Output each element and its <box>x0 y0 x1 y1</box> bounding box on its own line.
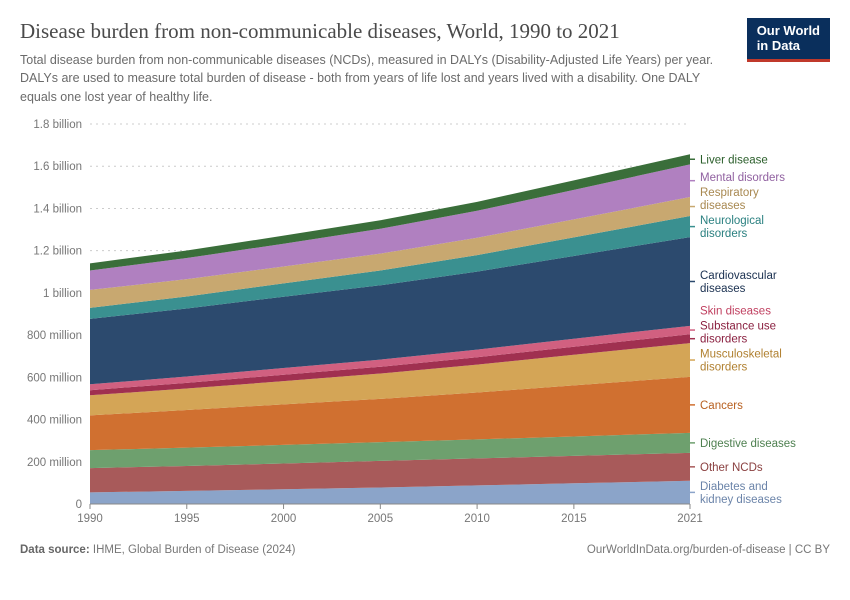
svg-text:200 million: 200 million <box>27 456 82 468</box>
svg-text:Neurological: Neurological <box>700 215 764 227</box>
svg-text:Diabetes and: Diabetes and <box>700 481 768 493</box>
series-label-diabetes_kidney: Diabetes andkidney diseases <box>700 481 782 506</box>
svg-text:2015: 2015 <box>561 513 587 525</box>
svg-text:Substance use: Substance use <box>700 320 776 332</box>
svg-text:1 billion: 1 billion <box>43 288 82 300</box>
stacked-area-chart: 0 200 million 400 million 600 million 800 mi… <box>20 114 830 534</box>
footer: Data source: IHME, Global Burden of Dise… <box>20 544 830 556</box>
svg-text:Liver disease: Liver disease <box>700 154 768 166</box>
source-label: Data source: <box>20 544 90 556</box>
svg-text:1.2 billion: 1.2 billion <box>33 245 82 257</box>
svg-text:Respiratory: Respiratory <box>700 187 759 199</box>
svg-text:800 million: 800 million <box>27 330 82 342</box>
series-label-respiratory: Respiratorydiseases <box>700 187 759 212</box>
series-label-liver: Liver disease <box>700 154 768 166</box>
svg-text:diseases: diseases <box>700 200 746 212</box>
header: Disease burden from non-communicable dis… <box>20 18 830 106</box>
svg-text:2005: 2005 <box>368 513 394 525</box>
svg-text:diseases: diseases <box>700 283 746 295</box>
chart-title: Disease burden from non-communicable dis… <box>20 18 727 44</box>
svg-text:disorders: disorders <box>700 361 748 373</box>
svg-text:1.8 billion: 1.8 billion <box>33 119 82 131</box>
series-label-cancers: Cancers <box>700 400 743 412</box>
chart-subtitle: Total disease burden from non-communicab… <box>20 51 727 105</box>
svg-text:1995: 1995 <box>174 513 200 525</box>
svg-text:400 million: 400 million <box>27 414 82 426</box>
svg-text:Mental disorders: Mental disorders <box>700 172 785 184</box>
attribution: OurWorldInData.org/burden-of-disease | C… <box>587 544 830 556</box>
svg-text:Musculoskeletal: Musculoskeletal <box>700 348 782 360</box>
series-label-skin: Skin diseases <box>700 305 771 317</box>
svg-text:600 million: 600 million <box>27 372 82 384</box>
source-value: IHME, Global Burden of Disease (2024) <box>93 544 296 556</box>
svg-text:disorders: disorders <box>700 333 748 345</box>
chart-container: 0 200 million 400 million 600 million 800 mi… <box>20 114 830 534</box>
svg-text:2010: 2010 <box>464 513 490 525</box>
svg-text:Cardiovascular: Cardiovascular <box>700 270 777 282</box>
svg-text:0: 0 <box>76 499 82 511</box>
series-label-musculoskeletal: Musculoskeletaldisorders <box>700 348 782 373</box>
series-label-substance: Substance usedisorders <box>700 320 776 345</box>
owid-logo: Our World in Data <box>747 18 830 62</box>
series-label-mental: Mental disorders <box>700 172 785 184</box>
series-label-digestive: Digestive diseases <box>700 438 796 450</box>
svg-text:2000: 2000 <box>271 513 297 525</box>
svg-text:Other NCDs: Other NCDs <box>700 461 763 473</box>
svg-text:1.6 billion: 1.6 billion <box>33 161 82 173</box>
svg-text:2021: 2021 <box>677 513 703 525</box>
svg-text:Digestive diseases: Digestive diseases <box>700 438 796 450</box>
series-label-neuro: Neurologicaldisorders <box>700 215 764 240</box>
svg-text:1990: 1990 <box>77 513 103 525</box>
svg-text:Cancers: Cancers <box>700 400 743 412</box>
svg-text:disorders: disorders <box>700 228 748 240</box>
series-label-cardio: Cardiovasculardiseases <box>700 270 777 295</box>
title-block: Disease burden from non-communicable dis… <box>20 18 747 106</box>
svg-text:Skin diseases: Skin diseases <box>700 305 771 317</box>
series-label-other_ncds: Other NCDs <box>700 461 763 473</box>
data-source: Data source: IHME, Global Burden of Dise… <box>20 544 296 556</box>
svg-text:1.4 billion: 1.4 billion <box>33 203 82 215</box>
svg-text:kidney diseases: kidney diseases <box>700 494 782 506</box>
